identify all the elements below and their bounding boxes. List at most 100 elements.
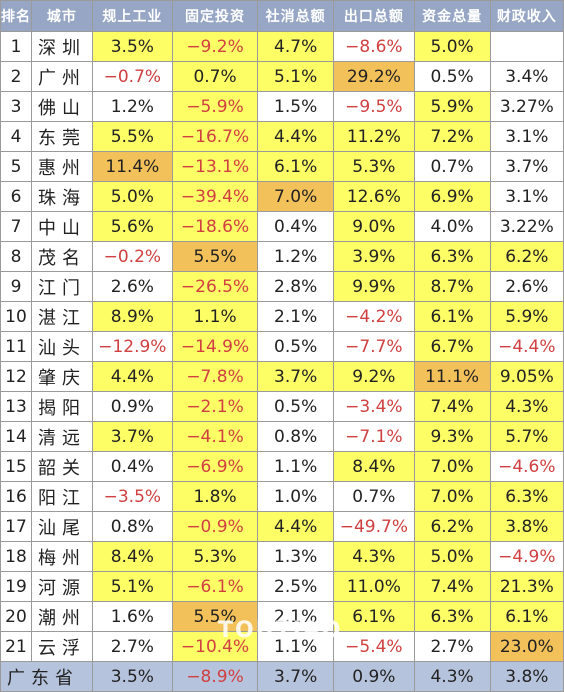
fiscal-revenue-cell: 23.0% [489, 631, 564, 662]
exports-cell: 3.9% [333, 241, 415, 272]
industrial-cell: −3.5% [91, 481, 174, 512]
fixed-investment-cell: −39.4% [171, 181, 259, 212]
industrial-cell: 5.1% [91, 571, 174, 602]
retail-sales-cell: 2.1% [257, 301, 335, 332]
retail-sales-cell: 2.8% [257, 271, 335, 302]
rank-cell: 15 [0, 451, 32, 482]
table-row: 13 揭阳 0.9% −2.1% 0.5% −3.4% 7.4% 4.3% [0, 391, 564, 422]
fiscal-revenue-cell: 3.22% [489, 211, 564, 242]
retail-sales-cell: 2.5% [257, 571, 335, 602]
total-fixed-investment-cell: −8.9% [171, 661, 259, 692]
city-cell: 韶关 [31, 451, 93, 482]
total-row: 广东省 3.5% −8.9% 3.7% 0.9% 4.3% 3.8% [0, 661, 564, 692]
header-retail-sales: 社消总额 [257, 0, 335, 32]
deposits-cell: 7.4% [413, 391, 491, 422]
deposits-cell: 7.2% [413, 121, 491, 152]
rank-cell: 14 [0, 421, 32, 452]
table-row: 17 汕尾 0.8% −0.9% 4.4% −49.7% 6.2% 3.8% [0, 511, 564, 542]
city-cell: 梅州 [31, 541, 93, 572]
table-row: 5 惠州 11.4% −13.1% 6.1% 5.3% 0.7% 3.7% [0, 151, 564, 182]
retail-sales-cell: 2.1% [257, 601, 335, 632]
industrial-cell: −12.9% [91, 331, 174, 362]
industrial-cell: 5.0% [91, 181, 174, 212]
city-cell: 茂名 [31, 241, 93, 272]
fixed-investment-cell: −0.9% [171, 511, 259, 542]
table-row: 20 潮州 1.6% 5.5% 2.1% 6.1% 6.3% 6.1% [0, 601, 564, 632]
retail-sales-cell: 1.0% [257, 481, 335, 512]
industrial-cell: 0.4% [91, 451, 174, 482]
deposits-cell: 6.7% [413, 331, 491, 362]
rank-cell: 17 [0, 511, 32, 542]
industrial-cell: 1.6% [91, 601, 174, 632]
retail-sales-cell: 5.1% [257, 61, 335, 92]
fixed-investment-cell: 5.3% [171, 541, 259, 572]
industrial-cell: 3.5% [91, 31, 174, 62]
deposits-cell: 6.9% [413, 181, 491, 212]
city-cell: 汕尾 [31, 511, 93, 542]
fixed-investment-cell: −18.6% [171, 211, 259, 242]
exports-cell: 9.0% [333, 211, 415, 242]
fiscal-revenue-cell: 3.4% [489, 61, 564, 92]
table-row: 16 阳江 −3.5% 1.8% 1.0% 0.7% 7.0% 6.3% [0, 481, 564, 512]
city-cell: 东莞 [31, 121, 93, 152]
header-fixed-investment: 固定投资 [171, 0, 259, 32]
fiscal-revenue-cell: 3.1% [489, 121, 564, 152]
industrial-cell: 8.9% [91, 301, 174, 332]
rank-cell: 19 [0, 571, 32, 602]
fixed-investment-cell: −10.4% [171, 631, 259, 662]
retail-sales-cell: 4.4% [257, 121, 335, 152]
fiscal-revenue-cell: 21.3% [489, 571, 564, 602]
fixed-investment-cell: 0.7% [171, 61, 259, 92]
exports-cell: 9.9% [333, 271, 415, 302]
retail-sales-cell: 0.8% [257, 421, 335, 452]
deposits-cell: 6.3% [413, 601, 491, 632]
table-row: 4 东莞 5.5% −16.7% 4.4% 11.2% 7.2% 3.1% [0, 121, 564, 152]
retail-sales-cell: 1.1% [257, 451, 335, 482]
table-row: 15 韶关 0.4% −6.9% 1.1% 8.4% 7.0% −4.6% [0, 451, 564, 482]
city-cell: 深圳 [31, 31, 93, 62]
retail-sales-cell: 1.2% [257, 241, 335, 272]
deposits-cell: 2.7% [413, 631, 491, 662]
rank-cell: 7 [0, 211, 32, 242]
exports-cell: 12.6% [333, 181, 415, 212]
fiscal-revenue-cell: 3.1% [489, 181, 564, 212]
deposits-cell: 6.2% [413, 511, 491, 542]
rank-cell: 10 [0, 301, 32, 332]
fixed-investment-cell: −4.1% [171, 421, 259, 452]
exports-cell: 29.2% [333, 61, 415, 92]
table-row: 10 湛江 8.9% 1.1% 2.1% −4.2% 6.1% 5.9% [0, 301, 564, 332]
table-row: 12 肇庆 4.4% −7.8% 3.7% 9.2% 11.1% 9.05% [0, 361, 564, 392]
table-row: 19 河源 5.1% −6.1% 2.5% 11.0% 7.4% 21.3% [0, 571, 564, 602]
fiscal-revenue-cell: 6.2% [489, 241, 564, 272]
retail-sales-cell: 1.1% [257, 631, 335, 662]
rank-cell: 18 [0, 541, 32, 572]
fiscal-revenue-cell: 4.3% [489, 391, 564, 422]
rank-cell: 6 [0, 181, 32, 212]
industrial-cell: 2.6% [91, 271, 174, 302]
exports-cell: 11.2% [333, 121, 415, 152]
header-rank: 排名 [0, 0, 32, 32]
exports-cell: 4.3% [333, 541, 415, 572]
total-retail-sales-cell: 3.7% [257, 661, 335, 692]
exports-cell: −4.2% [333, 301, 415, 332]
table-row: 18 梅州 8.4% 5.3% 1.3% 4.3% 5.0% −4.9% [0, 541, 564, 572]
deposits-cell: 5.9% [413, 91, 491, 122]
rank-cell: 9 [0, 271, 32, 302]
fiscal-revenue-cell: −4.4% [489, 331, 564, 362]
industrial-cell: 5.6% [91, 211, 174, 242]
deposits-cell: 6.3% [413, 241, 491, 272]
exports-cell: −7.7% [333, 331, 415, 362]
deposits-cell: 5.0% [413, 31, 491, 62]
table-row: 3 佛山 1.2% −5.9% 1.5% −9.5% 5.9% 3.27% [0, 91, 564, 122]
exports-cell: −3.4% [333, 391, 415, 422]
industrial-cell: 4.4% [91, 361, 174, 392]
fixed-investment-cell: −26.5% [171, 271, 259, 302]
fiscal-revenue-cell: 2.6% [489, 271, 564, 302]
city-cell: 江门 [31, 271, 93, 302]
fiscal-revenue-cell: −4.6% [489, 451, 564, 482]
fixed-investment-cell: 5.5% [171, 241, 259, 272]
fixed-investment-cell: −6.1% [171, 571, 259, 602]
header-exports: 出口总额 [333, 0, 415, 32]
industrial-cell: 11.4% [91, 151, 174, 182]
fixed-investment-cell: 1.1% [171, 301, 259, 332]
